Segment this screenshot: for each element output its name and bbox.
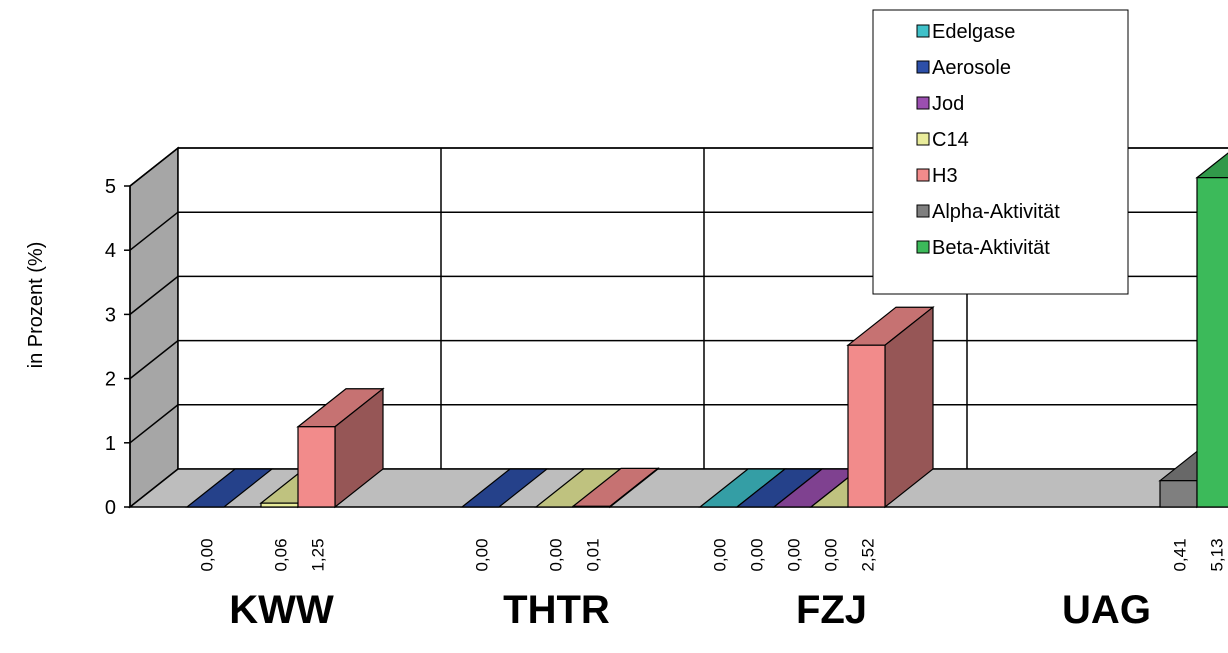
legend-swatch: [916, 24, 930, 38]
bars: [185, 152, 1228, 509]
legend-item: Beta-Aktivität: [916, 237, 1050, 259]
value-label: 0,00: [198, 538, 217, 571]
legend-swatch: [916, 168, 930, 182]
value-label: 0,41: [1171, 538, 1190, 571]
y-tick-label: 1: [105, 433, 116, 455]
y-tick-label: 2: [105, 369, 116, 391]
y-tick-label: 5: [105, 176, 116, 198]
value-label: 0,00: [711, 538, 730, 571]
bar-h3-kww: [296, 387, 385, 509]
category-labels: KWW THTR FZJ UAG: [229, 588, 1151, 632]
bar-front: [260, 502, 299, 508]
bar-h3-thtr: [571, 467, 660, 509]
bar-top: [185, 468, 274, 508]
y-tick-label: 3: [105, 304, 116, 326]
legend-item: C14: [916, 129, 969, 151]
legend-label: Alpha-Aktivität: [932, 201, 1060, 223]
legend-swatch: [916, 240, 930, 254]
legend-swatch: [916, 204, 930, 218]
value-label: 0,00: [748, 538, 767, 571]
legend-item: H3: [916, 165, 958, 187]
value-label: 0,06: [272, 538, 291, 571]
y-axis-ticks: 0 1 2 3 4 5: [105, 176, 131, 519]
y-axis-label: in Prozent (%): [25, 242, 47, 369]
legend-label: Edelgase: [932, 21, 1015, 43]
bar-front: [1159, 480, 1198, 508]
legend-label: H3: [932, 165, 958, 187]
value-label: 0,00: [547, 538, 566, 571]
bar-beta-aktivit-t-uag: [1195, 152, 1228, 508]
value-label: 1,25: [309, 538, 328, 571]
legend-swatch: [916, 96, 930, 110]
y-tick-label: 4: [105, 240, 116, 262]
y-tick-label: 0: [105, 497, 116, 519]
bar-top: [460, 468, 549, 508]
legend-label: C14: [932, 129, 969, 151]
bar-front: [572, 505, 611, 508]
legend-label: Aerosole: [932, 57, 1011, 79]
legend: Edelgase Aerosole Jod C14 H3 Alpha-Aktivität B…: [872, 9, 1129, 295]
legend-item: Aerosole: [916, 57, 1011, 79]
legend-box: [872, 9, 1129, 295]
side-wall: [129, 146, 179, 509]
bar-front: [1196, 177, 1228, 508]
category-label-uag: UAG: [1062, 588, 1151, 632]
legend-swatch: [916, 60, 930, 74]
category-label-fzj: FZJ: [796, 588, 867, 632]
value-labels: 0,00 0,06 1,25 0,00 0,00 0,01 0,00 0,00 0,00 0,00…: [198, 538, 1227, 571]
bar-h3-fzj: [846, 305, 935, 509]
value-label: 0,00: [473, 538, 492, 571]
bar-aerosole-kww: [185, 468, 274, 508]
legend-item: Edelgase: [916, 21, 1015, 43]
bar-front: [297, 426, 336, 508]
category-label-kww: KWW: [229, 588, 334, 632]
bar-front: [847, 344, 886, 508]
value-label: 5,13: [1208, 538, 1227, 571]
value-label: 0,00: [822, 538, 841, 571]
bar-aerosole-thtr: [460, 468, 549, 508]
legend-label: Beta-Aktivität: [932, 237, 1050, 259]
legend-item: Alpha-Aktivität: [916, 201, 1060, 223]
value-label: 2,52: [859, 538, 878, 571]
category-label-thtr: THTR: [503, 588, 610, 632]
value-label: 0,00: [785, 538, 804, 571]
value-label: 0,01: [584, 538, 603, 571]
legend-label: Jod: [932, 93, 964, 115]
legend-swatch: [916, 132, 930, 146]
legend-item: Jod: [916, 93, 964, 115]
